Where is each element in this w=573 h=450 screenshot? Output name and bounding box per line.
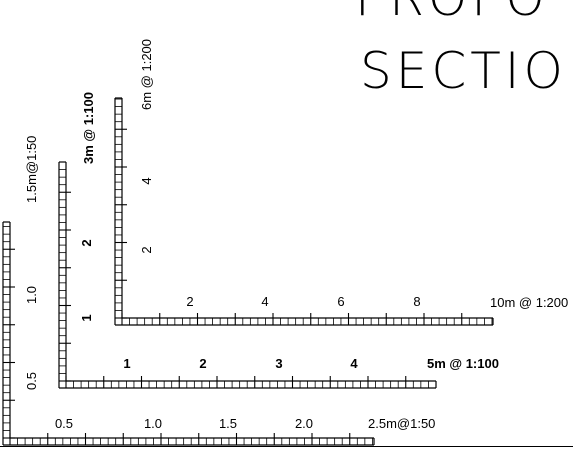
scale-1-100-ladder (58, 161, 437, 389)
s50-y-tick-2: 1.0 (24, 286, 39, 304)
s100-y-tick-1: 1 (79, 314, 94, 321)
s50-x-tick-3: 1.5 (219, 416, 237, 431)
s100-y-tick-2: 2 (79, 239, 94, 246)
scale-1-50-ladder (2, 221, 375, 446)
s200-x-tick-2: 4 (261, 294, 268, 309)
s50-vertical-label: 1.5m@1:50 (24, 136, 39, 203)
s50-x-tick-1: 0.5 (55, 416, 73, 431)
title-line-2: SECTIO (360, 42, 567, 100)
drawing-title: PROPO SECTIO (355, 0, 567, 100)
s50-x-tick-4: 2.0 (295, 416, 313, 431)
s100-x-tick-3: 3 (275, 356, 282, 371)
s50-x-tick-2: 1.0 (144, 416, 162, 431)
s200-vertical-label: 6m @ 1:200 (139, 39, 154, 110)
s200-y-tick-2: 4 (139, 177, 154, 184)
scale-1-200-ladder (114, 97, 494, 326)
scale-bar-1-100: 5m @ 1:100 1 2 3 4 3m @ 1:100 1 2 (58, 92, 499, 389)
s200-x-tick-1: 2 (186, 294, 193, 309)
s200-label: 10m @ 1:200 (490, 295, 568, 310)
title-line-1: PROPO (355, 0, 549, 27)
s50-y-tick-1: 0.5 (24, 372, 39, 390)
s100-x-tick-1: 1 (123, 356, 130, 371)
s50-label: 2.5m@1:50 (368, 416, 435, 431)
s100-vertical-label: 3m @ 1:100 (81, 92, 96, 164)
s200-y-tick-1: 2 (139, 246, 154, 253)
scale-bar-1-200: 10m @ 1:200 2 4 6 8 6m @ 1:200 2 4 (114, 39, 568, 326)
s100-label: 5m @ 1:100 (427, 356, 499, 371)
s100-x-tick-2: 2 (199, 356, 206, 371)
s200-x-tick-3: 6 (337, 294, 344, 309)
s200-x-tick-4: 8 (413, 294, 420, 309)
s100-x-tick-4: 4 (350, 356, 358, 371)
scale-bar-1-50: 2.5m@1:50 0.5 1.0 1.5 2.0 1.5m@1:50 0.5 … (2, 136, 435, 446)
